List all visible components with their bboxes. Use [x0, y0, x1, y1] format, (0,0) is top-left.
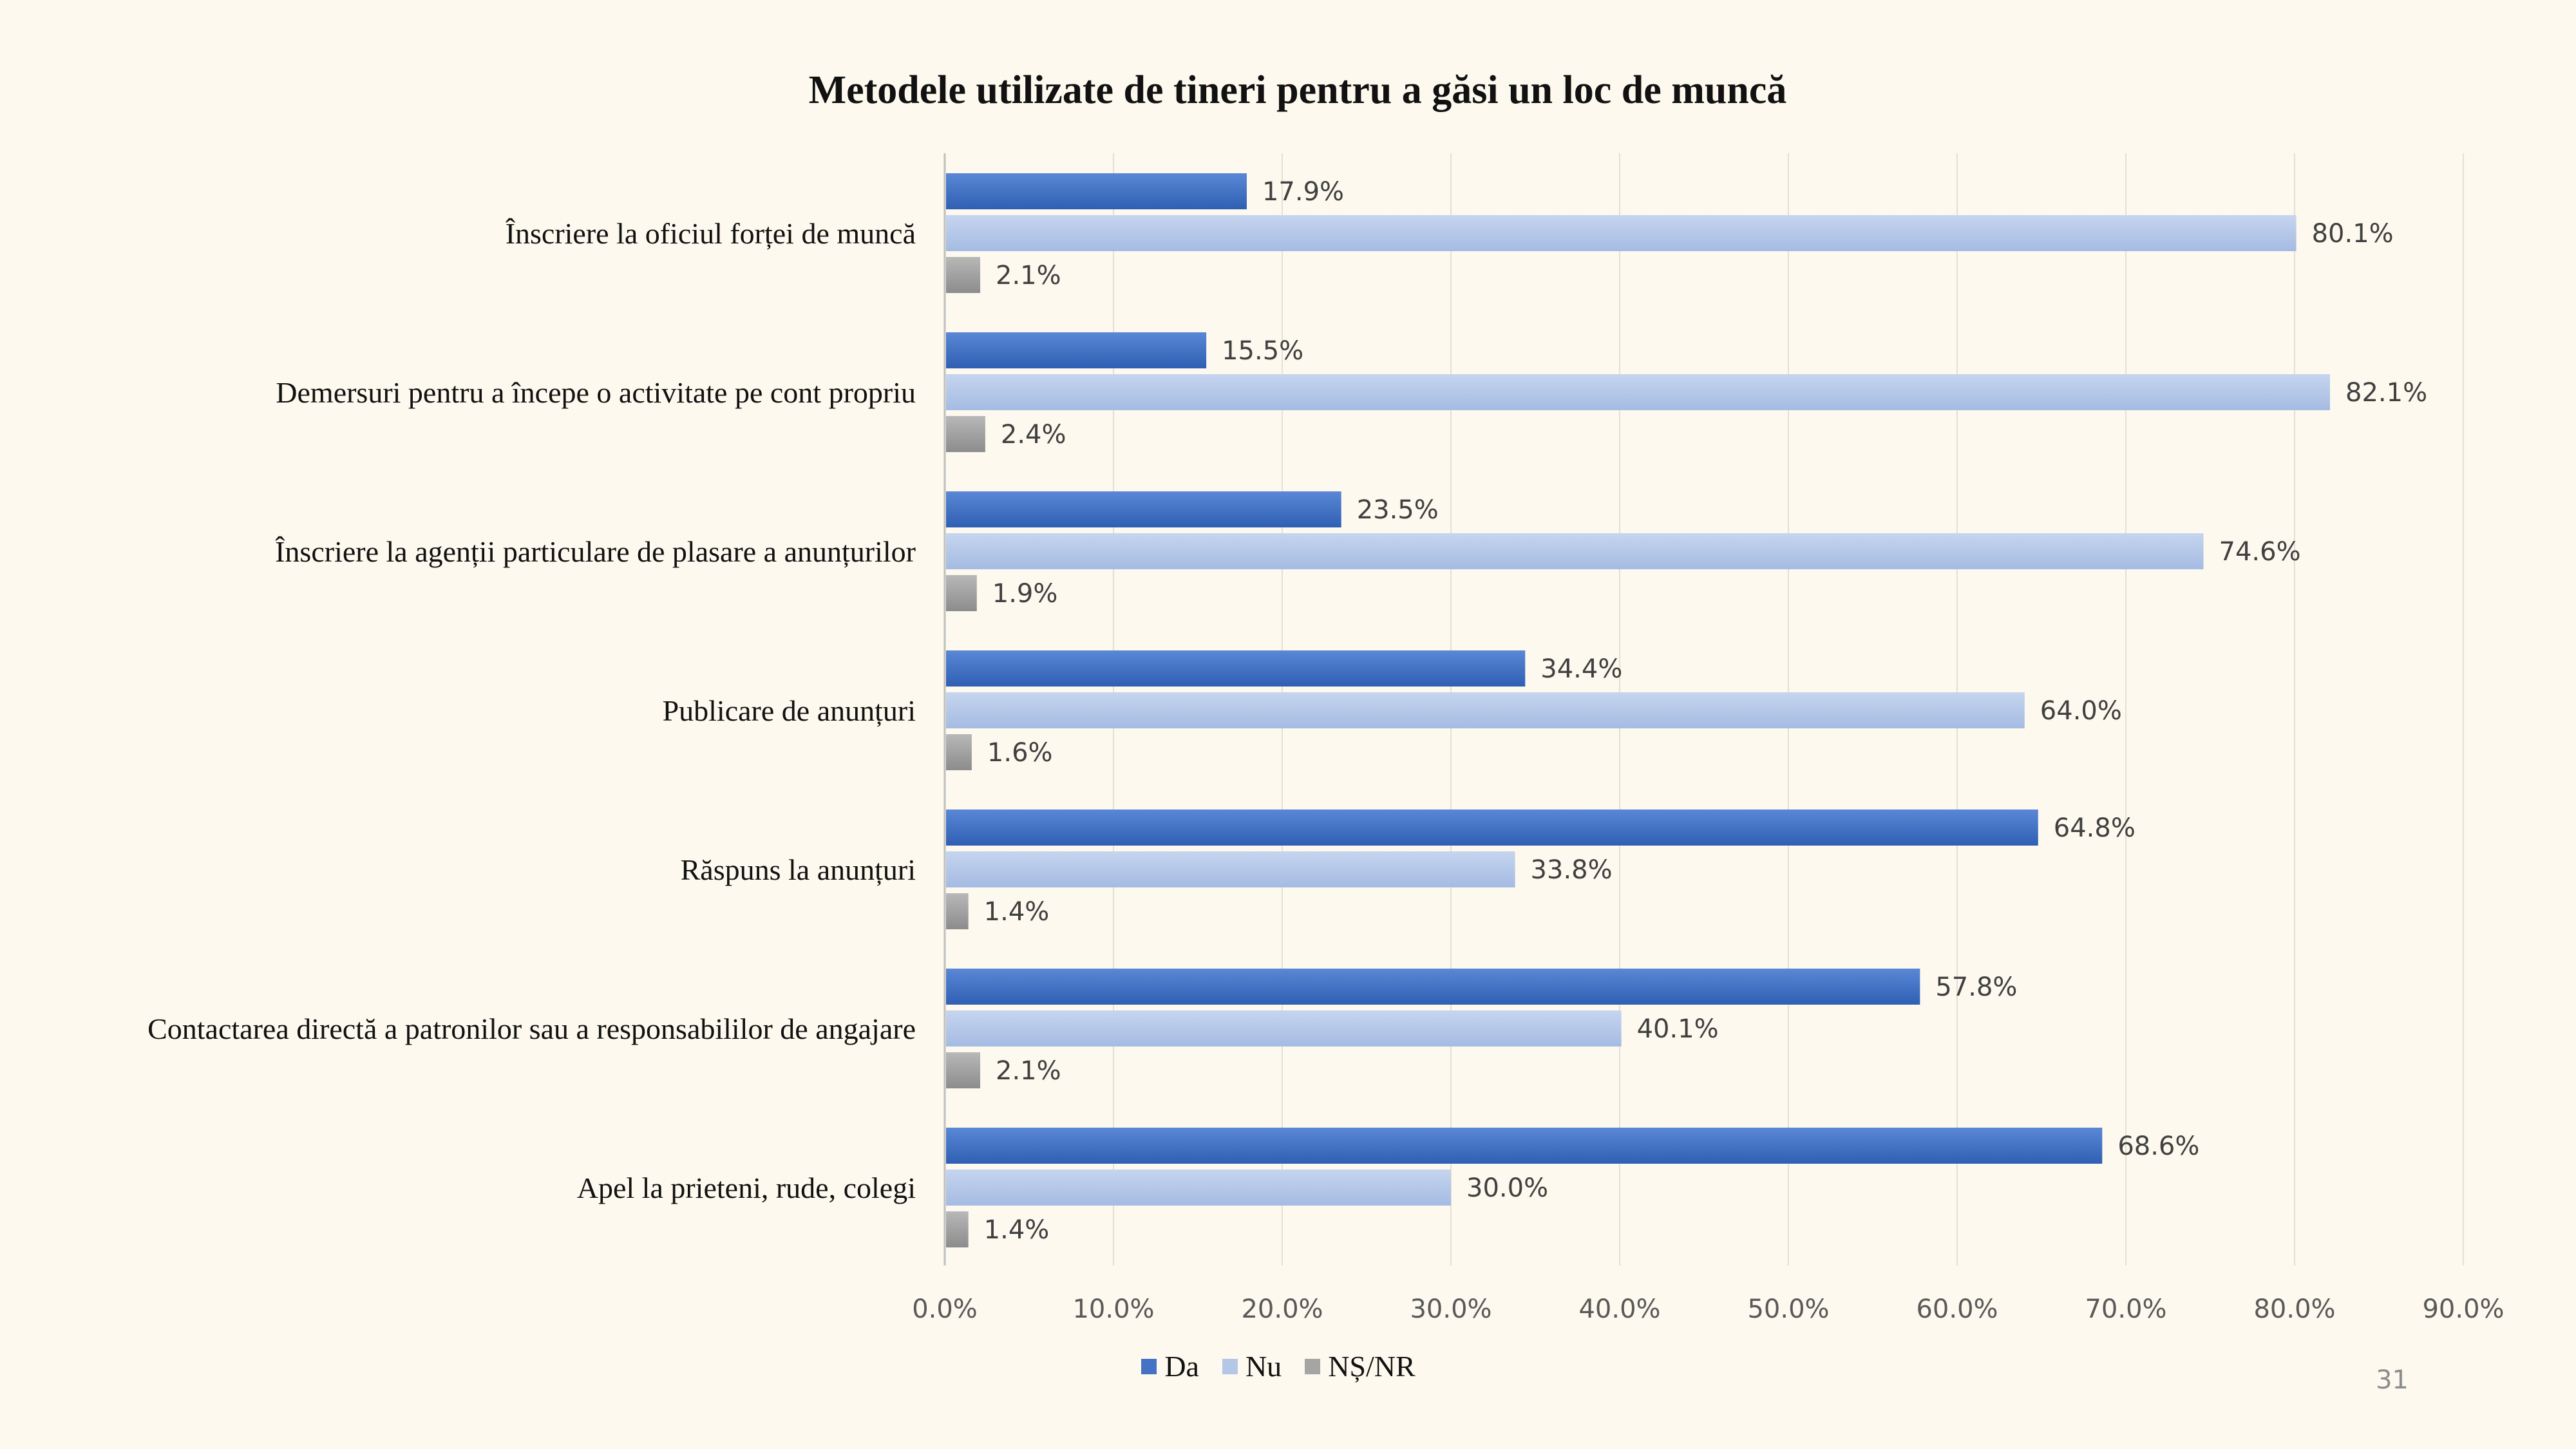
- data-label: 80.1%: [2312, 219, 2394, 249]
- x-tick-label: 40.0%: [1578, 1294, 1660, 1324]
- legend-item: Da: [1141, 1349, 1199, 1383]
- x-tick-label: 20.0%: [1241, 1294, 1323, 1324]
- category-label: Publicare de anunțuri: [663, 694, 916, 727]
- data-label: 57.8%: [1935, 972, 2017, 1002]
- data-label: 1.4%: [984, 897, 1050, 927]
- data-label: 2.4%: [1001, 420, 1066, 450]
- legend: Da Nu NȘ/NR: [0, 1349, 2557, 1383]
- bars: [946, 173, 2331, 1247]
- legend-label: Nu: [1245, 1350, 1282, 1383]
- x-tick-label: 50.0%: [1747, 1294, 1829, 1324]
- legend-item: Nu: [1222, 1349, 1282, 1383]
- data-label: 2.1%: [996, 261, 1061, 290]
- legend-item: NȘ/NR: [1305, 1349, 1416, 1383]
- bar-da: [946, 650, 1526, 687]
- bar-nu: [946, 215, 2297, 251]
- legend-swatch: [1222, 1358, 1238, 1374]
- bar-n-nr: [946, 734, 972, 770]
- labels: 0.0% 10.0% 20.0% 30.0% 40.0% 50.0% 60.0% 70.0% 8…: [147, 177, 2504, 1324]
- bar-da: [946, 173, 1247, 209]
- bar-da: [946, 491, 1341, 527]
- bar-da: [946, 1128, 2103, 1164]
- x-tick-label: 80.0%: [2253, 1294, 2335, 1324]
- bar-n-nr: [946, 893, 969, 929]
- chart-title: Metodele utilizate de tineri pentru a gă…: [808, 68, 1787, 112]
- data-label: 23.5%: [1357, 495, 1439, 525]
- data-label: 1.6%: [987, 738, 1053, 768]
- bar-da: [946, 969, 1920, 1005]
- category-label: Apel la prieteni, rude, colegi: [577, 1171, 916, 1204]
- data-label: 1.4%: [984, 1215, 1050, 1245]
- legend-label: NȘ/NR: [1328, 1350, 1416, 1383]
- bar-da: [946, 332, 1207, 368]
- data-label: 17.9%: [1262, 177, 1344, 207]
- x-tick-label: 60.0%: [1916, 1294, 1998, 1324]
- x-tick-label: 70.0%: [2085, 1294, 2166, 1324]
- category-label: Înscriere la agenții particulare de plas…: [275, 535, 916, 568]
- legend-swatch: [1305, 1358, 1321, 1374]
- data-label: 64.8%: [2054, 813, 2136, 843]
- x-tick-label: 0.0%: [912, 1294, 978, 1324]
- data-label: 2.1%: [996, 1056, 1061, 1086]
- bar-n-nr: [946, 257, 981, 293]
- data-label: 74.6%: [2219, 537, 2301, 567]
- legend-label: Da: [1164, 1350, 1199, 1383]
- data-label: 15.5%: [1222, 336, 1303, 366]
- bar-nu: [946, 851, 1515, 887]
- data-label: 34.4%: [1540, 654, 1622, 684]
- x-tick-label: 10.0%: [1072, 1294, 1154, 1324]
- bar-nu: [946, 692, 2025, 728]
- bar-n-nr: [946, 1052, 981, 1088]
- bar-nu: [946, 1010, 1622, 1046]
- category-label: Demersuri pentru a începe o activitate p…: [276, 376, 916, 409]
- bar-n-nr: [946, 1211, 969, 1247]
- legend-swatch: [1141, 1358, 1157, 1374]
- data-label: 30.0%: [1466, 1173, 1548, 1203]
- bar-n-nr: [946, 416, 985, 452]
- bar-nu: [946, 533, 2204, 569]
- page-number: 31: [2376, 1365, 2409, 1395]
- data-label: 1.9%: [992, 579, 1058, 609]
- data-label: 33.8%: [1531, 855, 1613, 885]
- x-tick-label: 90.0%: [2422, 1294, 2504, 1324]
- category-label: Înscriere la oficiul forței de muncă: [506, 217, 916, 250]
- data-label: 64.0%: [2040, 696, 2122, 726]
- bar-nu: [946, 1170, 1451, 1206]
- data-label: 82.1%: [2345, 378, 2427, 408]
- bar-n-nr: [946, 575, 977, 611]
- bar-nu: [946, 374, 2331, 410]
- category-label: Răspuns la anunțuri: [681, 853, 916, 886]
- category-label: Contactarea directă a patronilor sau a r…: [147, 1012, 916, 1045]
- data-label: 40.1%: [1637, 1014, 1719, 1044]
- bar-da: [946, 810, 2038, 846]
- data-label: 68.6%: [2117, 1132, 2199, 1161]
- x-tick-label: 30.0%: [1410, 1294, 1492, 1324]
